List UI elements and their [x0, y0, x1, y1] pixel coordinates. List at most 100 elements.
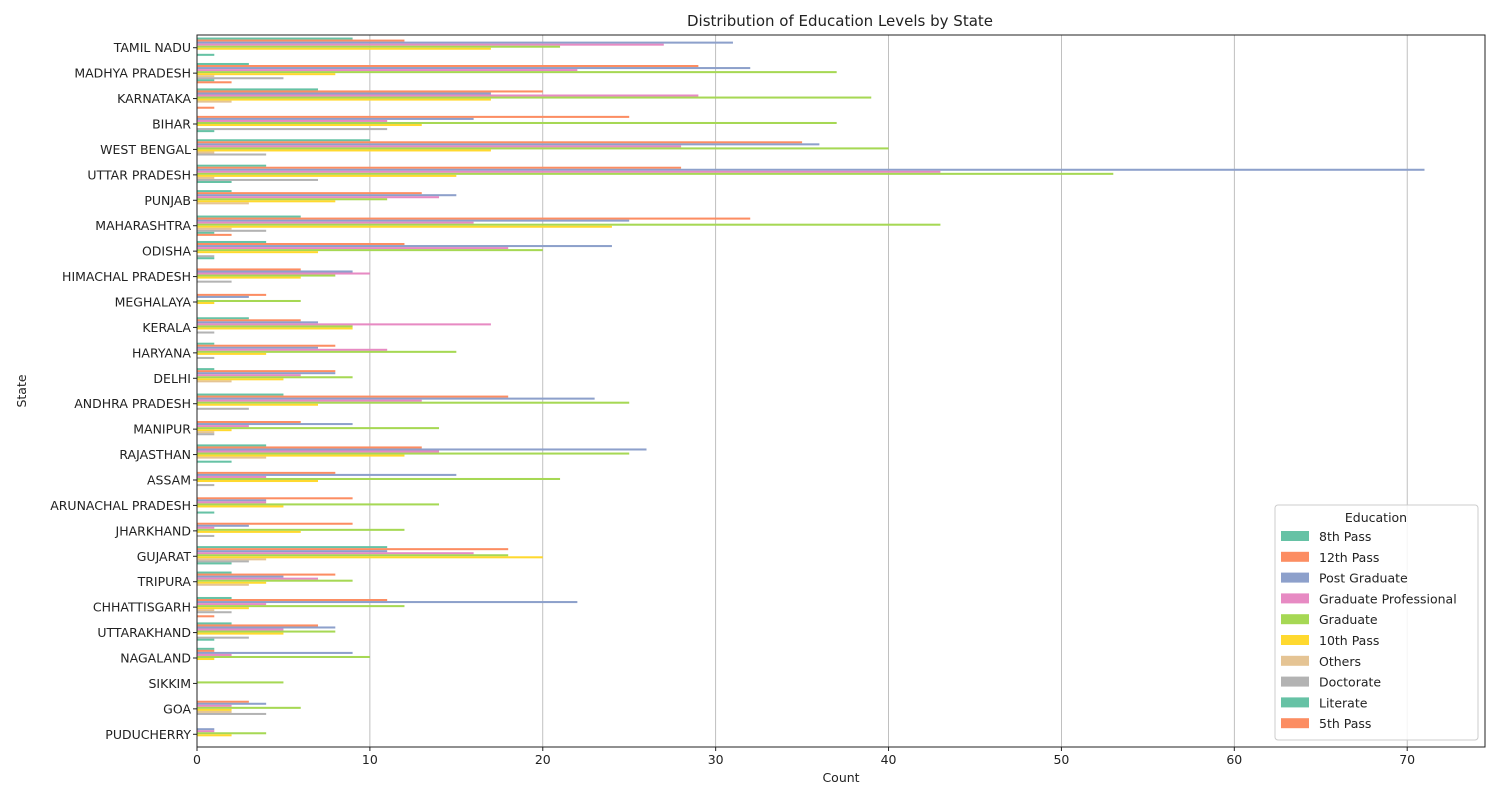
y-tick-label: PUNJAB: [144, 193, 191, 208]
bar: [197, 73, 336, 76]
bar: [197, 444, 267, 447]
bar: [197, 372, 336, 375]
bar: [197, 526, 215, 529]
bar: [197, 143, 820, 146]
bar: [197, 251, 319, 254]
bar: [197, 223, 941, 226]
bar: [197, 596, 232, 600]
bar: [197, 198, 388, 201]
legend-swatch: [1281, 531, 1309, 541]
bar: [197, 556, 543, 559]
bar: [197, 43, 664, 46]
bar: [197, 293, 267, 296]
bar: [197, 607, 249, 610]
bar: [197, 368, 215, 371]
bar: [197, 427, 440, 430]
chart-title: Distribution of Education Levels by Stat…: [687, 12, 993, 30]
bar: [197, 712, 267, 715]
bar: [197, 327, 353, 330]
bar: [197, 448, 647, 451]
bar: [197, 655, 370, 658]
legend-label: Post Graduate: [1319, 571, 1408, 586]
x-tick-label: 10: [362, 752, 378, 767]
bar: [197, 344, 336, 347]
legend-label: 8th Pass: [1319, 529, 1371, 544]
bar: [197, 100, 232, 103]
bar: [197, 168, 1425, 171]
bar: [197, 88, 319, 91]
bar: [197, 700, 249, 703]
bar: [197, 348, 388, 351]
bar: [197, 62, 249, 66]
bar: [197, 302, 215, 305]
bar: [197, 121, 837, 124]
y-tick-label: MADHYA PRADESH: [74, 66, 191, 81]
bar: [197, 609, 215, 612]
bar: [197, 178, 319, 181]
legend-label: Doctorate: [1319, 675, 1381, 690]
x-tick-label: 70: [1399, 752, 1415, 767]
y-axis-title: State: [14, 374, 29, 407]
bar: [197, 380, 232, 383]
legend-label: 12th Pass: [1319, 550, 1379, 565]
bar: [197, 511, 215, 514]
bar: [197, 471, 336, 474]
bar: [197, 350, 457, 353]
bar: [197, 117, 474, 120]
bar: [197, 190, 232, 193]
bar: [197, 170, 941, 173]
bar: [197, 90, 543, 93]
bar: [197, 268, 301, 271]
bar: [197, 599, 388, 602]
bar: [197, 115, 630, 118]
bar: [197, 550, 388, 553]
bar: [197, 624, 319, 627]
x-tick-label: 60: [1226, 752, 1242, 767]
bar: [197, 560, 249, 563]
bar: [197, 280, 232, 283]
bar: [197, 501, 267, 504]
bar: [197, 317, 249, 320]
bar: [197, 505, 284, 508]
y-tick-label: HARYANA: [132, 345, 191, 360]
bar: [197, 429, 232, 432]
legend-label: Literate: [1319, 695, 1368, 710]
y-tick-label: TAMIL NADU: [113, 40, 191, 55]
bar: [197, 480, 319, 483]
bar: [197, 370, 336, 373]
y-tick-label: NAGALAND: [120, 651, 191, 666]
bar: [197, 376, 353, 379]
bar: [197, 522, 353, 525]
legend: Education 8th Pass 12th Pass Post Graduate…: [1274, 504, 1479, 741]
bar: [197, 39, 405, 42]
legend-swatch: [1281, 614, 1309, 625]
bar: [197, 243, 405, 246]
y-tick-label: UTTAR PRADESH: [87, 167, 191, 182]
bar: [197, 554, 509, 557]
bar: [197, 407, 249, 410]
bar: [197, 456, 267, 459]
x-tick-label: 50: [1053, 752, 1069, 767]
bar: [197, 139, 370, 142]
bar: [197, 274, 336, 277]
bar: [197, 37, 353, 40]
bar: [197, 272, 370, 275]
bar: [197, 732, 267, 735]
bar: [197, 229, 267, 232]
bar: [197, 233, 232, 236]
bar: [197, 71, 837, 74]
y-tick-label: KARNATAKA: [117, 91, 191, 106]
legend-label: 10th Pass: [1319, 633, 1379, 648]
bar: [197, 475, 267, 478]
bar: [197, 202, 249, 205]
bar: [197, 356, 215, 359]
bar: [197, 176, 215, 179]
bar: [197, 255, 215, 258]
y-tick-label: PUDUCHERRY: [105, 727, 191, 742]
bar: [197, 658, 215, 661]
y-tick-label: MANIPUR: [133, 422, 191, 437]
bar: [197, 215, 301, 218]
bar: [197, 706, 301, 709]
bar: [197, 562, 232, 565]
bar: [197, 106, 215, 109]
